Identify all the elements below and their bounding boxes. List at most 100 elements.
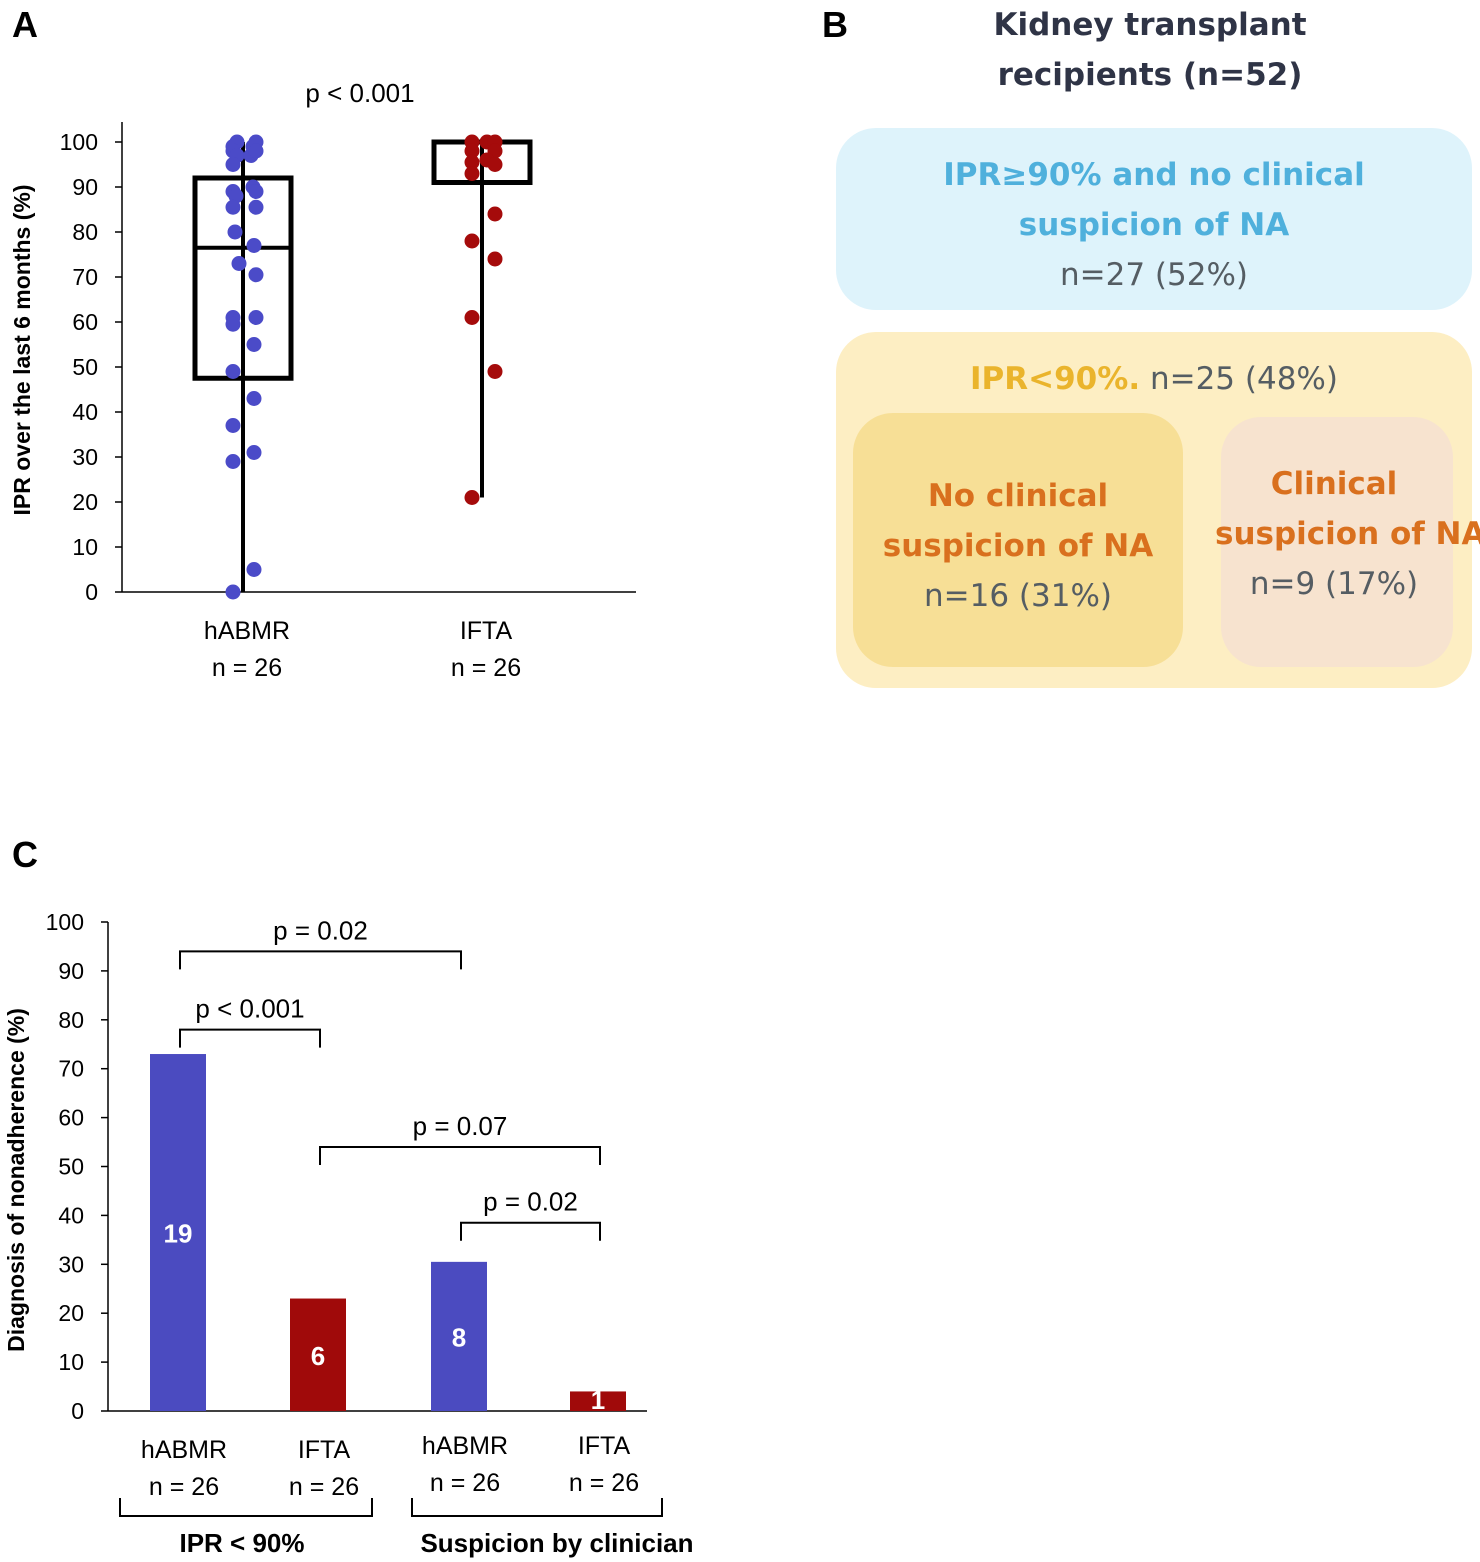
data-point xyxy=(487,206,503,222)
comparison-p-value: p < 0.001 xyxy=(195,994,304,1024)
comparison-p-value: p = 0.02 xyxy=(273,915,368,945)
y-tick-label: 30 xyxy=(72,444,98,470)
group-label: Suspicion by clinician xyxy=(420,1528,693,1558)
x-n-label: n = 26 xyxy=(289,1473,359,1501)
data-point xyxy=(227,224,243,240)
x-n-label: n = 26 xyxy=(430,1469,500,1497)
ipr-adherent-line2: suspicion of NA xyxy=(1018,207,1290,243)
data-point xyxy=(225,454,241,469)
no-suspicion-line2: suspicion of NA xyxy=(882,528,1154,564)
data-point xyxy=(464,233,480,249)
data-point xyxy=(248,143,264,159)
data-point xyxy=(464,154,480,170)
x-category-label: hABMR xyxy=(204,617,290,645)
y-tick-label: 0 xyxy=(85,579,98,605)
y-tick-label: 70 xyxy=(72,264,98,290)
ipr-low-label: IPR<90%. xyxy=(970,361,1141,397)
x-category-label: hABMR xyxy=(422,1432,508,1460)
data-point xyxy=(246,445,262,460)
bar xyxy=(431,1261,487,1411)
x-category-label: hABMR xyxy=(141,1436,227,1464)
comparison-bracket xyxy=(179,950,462,970)
y-tick-label: 90 xyxy=(72,174,98,200)
data-point xyxy=(464,310,480,325)
y-tick-label: 10 xyxy=(72,534,98,560)
data-point xyxy=(246,337,262,352)
panel-b-title-line2: recipients (n=52) xyxy=(997,57,1303,93)
panel-b-title-line1: Kidney transplant xyxy=(993,7,1307,43)
x-n-label: n = 26 xyxy=(149,1473,219,1501)
y-tick-label: 70 xyxy=(58,1056,84,1082)
data-point xyxy=(464,143,480,159)
data-point xyxy=(225,199,241,215)
y-axis-title: IPR over the last 6 months (%) xyxy=(9,184,35,515)
panel-b-title: Kidney transplant recipients (n=52) xyxy=(960,0,1340,100)
y-tick-label: 90 xyxy=(58,958,84,984)
x-category-label: IFTA xyxy=(460,617,513,645)
comparison-bracket xyxy=(460,1221,601,1241)
data-point xyxy=(246,238,262,253)
y-tick-label: 60 xyxy=(58,1105,84,1131)
bar-count-label: 8 xyxy=(452,1322,466,1352)
data-point xyxy=(248,267,264,283)
panel-label-b: B xyxy=(822,4,848,45)
data-point xyxy=(248,184,264,199)
data-point xyxy=(225,364,241,379)
y-tick-label: 50 xyxy=(72,354,98,380)
x-category-label: IFTA xyxy=(298,1436,351,1464)
no-suspicion-count: n=16 (31%) xyxy=(923,578,1112,614)
group-label: IPR < 90% xyxy=(179,1528,304,1558)
data-point xyxy=(464,166,480,181)
panel-label-c: C xyxy=(12,834,38,875)
no-suspicion-box: No clinical suspicion of NA n=16 (31%) xyxy=(853,413,1183,667)
bar-count-label: 1 xyxy=(591,1385,605,1415)
y-tick-label: 80 xyxy=(58,1007,84,1033)
box-iqr xyxy=(192,175,294,381)
comparison-bracket xyxy=(179,1028,321,1048)
suspicion-count: n=9 (17%) xyxy=(1249,566,1419,602)
data-point xyxy=(487,251,503,267)
y-tick-label: 0 xyxy=(71,1398,84,1424)
y-tick-label: 40 xyxy=(58,1202,84,1228)
data-point xyxy=(228,188,244,204)
comparison-p-value: p = 0.07 xyxy=(413,1111,508,1141)
y-tick-label: 20 xyxy=(72,489,98,515)
bar-count-label: 19 xyxy=(164,1219,193,1249)
p-value-annotation: p < 0.001 xyxy=(305,78,414,108)
data-point xyxy=(246,391,262,406)
data-point xyxy=(246,562,262,577)
data-point xyxy=(225,418,241,433)
bar-count-label: 6 xyxy=(311,1341,325,1371)
suspicion-box: Clinical suspicion of NA n=9 (17%) xyxy=(1215,417,1480,667)
data-point xyxy=(248,199,264,215)
y-tick-label: 20 xyxy=(58,1300,84,1326)
ipr-low-heading: IPR<90%. n=25 (48%) xyxy=(836,354,1472,404)
no-suspicion-line1: No clinical xyxy=(927,478,1109,514)
group-bracket xyxy=(119,1498,373,1517)
data-point xyxy=(248,310,264,325)
comparison-bracket xyxy=(319,1145,601,1165)
data-point xyxy=(225,157,241,172)
y-tick-label: 30 xyxy=(58,1251,84,1277)
group-bracket xyxy=(411,1498,663,1517)
bar xyxy=(150,1054,206,1411)
y-tick-label: 10 xyxy=(58,1349,84,1375)
y-tick-label: 60 xyxy=(72,309,98,335)
y-tick-label: 100 xyxy=(60,129,98,155)
x-category-label: IFTA xyxy=(578,1432,631,1460)
panel-label-a: A xyxy=(12,4,38,45)
data-point xyxy=(487,157,503,172)
data-point xyxy=(464,490,480,505)
bar xyxy=(570,1391,626,1411)
x-n-label: n = 26 xyxy=(451,654,521,682)
y-tick-label: 50 xyxy=(58,1154,84,1180)
y-tick-label: 80 xyxy=(72,219,98,245)
bar xyxy=(290,1298,346,1411)
data-point xyxy=(225,584,241,600)
ipr-adherent-count: n=27 (52%) xyxy=(1059,257,1248,293)
y-tick-label: 40 xyxy=(72,399,98,425)
data-point xyxy=(225,316,241,332)
y-axis-title: Diagnosis of nonadherence (%) xyxy=(3,1008,29,1352)
